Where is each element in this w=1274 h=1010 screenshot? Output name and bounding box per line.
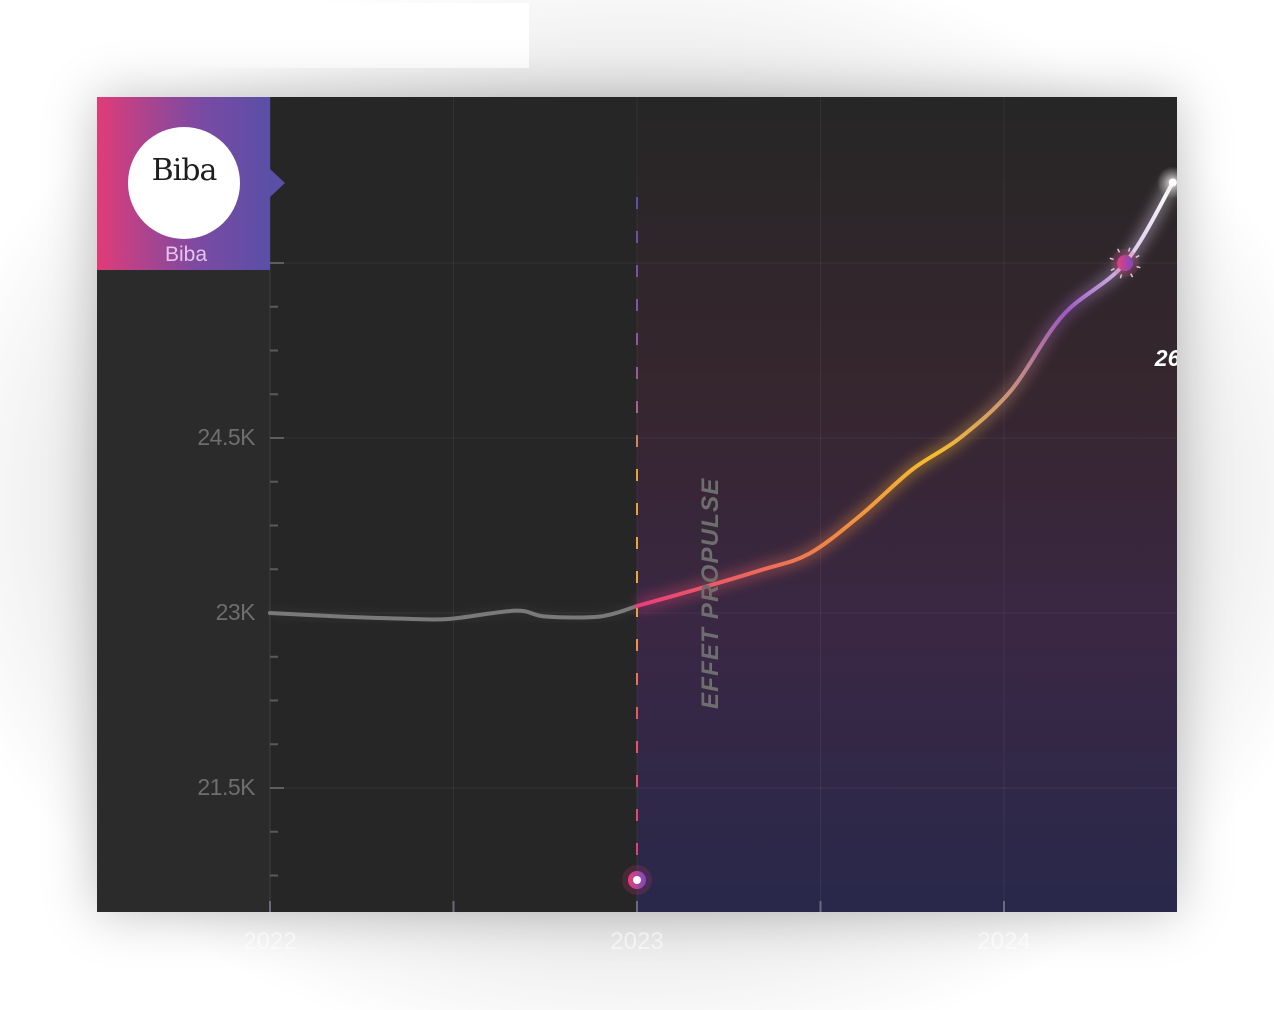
launch-marker-dot: [633, 876, 641, 884]
value-marker-spark: [1130, 273, 1134, 278]
y-tick-label: 21.5K: [197, 774, 255, 800]
y-tick-label: 23K: [215, 599, 256, 625]
series-line-before: [268, 604, 639, 622]
post-launch-area: [637, 97, 1177, 912]
logo-wordmark: Biba: [151, 153, 218, 188]
series-line-after: [635, 180, 1175, 608]
brand-header: Biba Biba: [97, 97, 270, 270]
value-marker-spark: [1109, 257, 1114, 261]
chart-card: Biba Biba EFFET PROPULSE 26K: [97, 97, 1177, 912]
value-marker-spark: [1127, 247, 1131, 252]
launch-annotation: EFFET PROPULSE: [697, 477, 724, 710]
y-tick-label: 24.5K: [197, 423, 255, 450]
value-marker-spark: [1119, 274, 1123, 279]
value-marker-spark: [1135, 254, 1140, 259]
plot-area: [268, 97, 1177, 912]
end-point-glow: [1156, 166, 1177, 199]
value-marker-spark: [1116, 248, 1121, 253]
x-tick-label: 2022: [243, 928, 297, 955]
brand-pointer-arrow: [270, 169, 285, 197]
value-marker-spark: [1136, 265, 1141, 269]
top-blank-panel: [76, 3, 529, 68]
end-point-dot: [1168, 178, 1177, 187]
value-marker-dot: [1117, 254, 1134, 271]
x-tick-label: 2023: [610, 928, 664, 955]
brand-name: Biba: [164, 243, 208, 266]
value-marker-spark: [1110, 267, 1115, 272]
value-label: 26K: [1154, 345, 1177, 371]
launch-marker: [622, 865, 652, 895]
axis-ticks: [269, 261, 1005, 912]
x-tick-label: 2024: [977, 928, 1031, 955]
value-marker: [1109, 247, 1141, 279]
brand-logo: Biba: [128, 127, 240, 239]
end-point-marker: [1156, 166, 1177, 199]
